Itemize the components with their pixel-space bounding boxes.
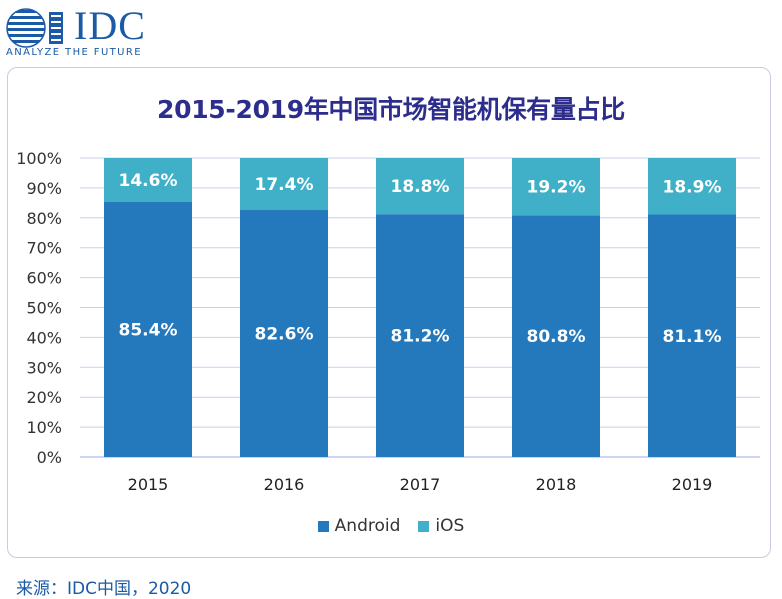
x-tick-label: 2018 [536,475,577,494]
brand-tagline: ANALYZE THE FUTURE [6,47,142,58]
x-tick-label: 2016 [264,475,305,494]
bar-android-2019 [648,214,736,457]
bar-android-2015 [104,201,192,457]
x-tick-label: 2017 [400,475,441,494]
bar-ios-2019 [648,158,736,215]
y-tick-label: 30% [26,358,62,377]
legend-swatch-ios [418,520,430,532]
x-tick-label: 2015 [128,475,169,494]
legend-item-android: Android [317,516,401,536]
legend-swatch-android [317,520,329,532]
bar-android-2016 [240,210,328,457]
data-label-ios-2019: 18.9% [663,177,722,197]
data-label-ios-2016: 17.4% [255,175,314,195]
data-label-android-2018: 80.8% [527,327,586,347]
y-tick-label: 80% [26,209,62,228]
legend-label-android: Android [334,516,401,536]
data-label-android-2017: 81.2% [391,327,450,347]
data-label-android-2019: 81.1% [663,327,722,347]
y-tick-label: 50% [26,299,62,318]
x-tick-label: 2019 [672,475,713,494]
bar-ios-2015 [104,158,192,202]
globe-icon [6,8,63,48]
y-tick-label: 40% [26,328,62,347]
data-label-ios-2018: 19.2% [527,178,586,198]
chart-legend: Android iOS [0,516,782,536]
bar-android-2018 [512,215,600,457]
bar-ios-2017 [376,158,464,215]
y-tick-label: 60% [26,269,62,288]
y-tick-label: 10% [26,418,62,437]
legend-item-ios: iOS [418,516,464,536]
data-label-android-2016: 82.6% [255,325,314,345]
data-label-ios-2015: 14.6% [119,171,178,191]
bar-ios-2016 [240,158,328,211]
y-tick-label: 90% [26,179,62,198]
source-note: 来源：IDC中国，2020 [16,579,192,599]
data-label-ios-2017: 18.8% [391,177,450,197]
y-tick-label: 100% [16,149,62,168]
brand-name: IDC [74,3,146,48]
legend-label-ios: iOS [435,516,465,536]
idc-logo: IDC ANALYZE THE FUTURE [6,3,166,60]
data-label-android-2015: 85.4% [119,320,178,340]
bar-ios-2018 [512,158,600,216]
bar-android-2017 [376,214,464,457]
y-tick-label: 0% [37,448,62,467]
y-tick-label: 20% [26,388,62,407]
chart-title: 2015-2019年中国市场智能机保有量占比 [157,95,625,124]
y-tick-label: 70% [26,239,62,258]
